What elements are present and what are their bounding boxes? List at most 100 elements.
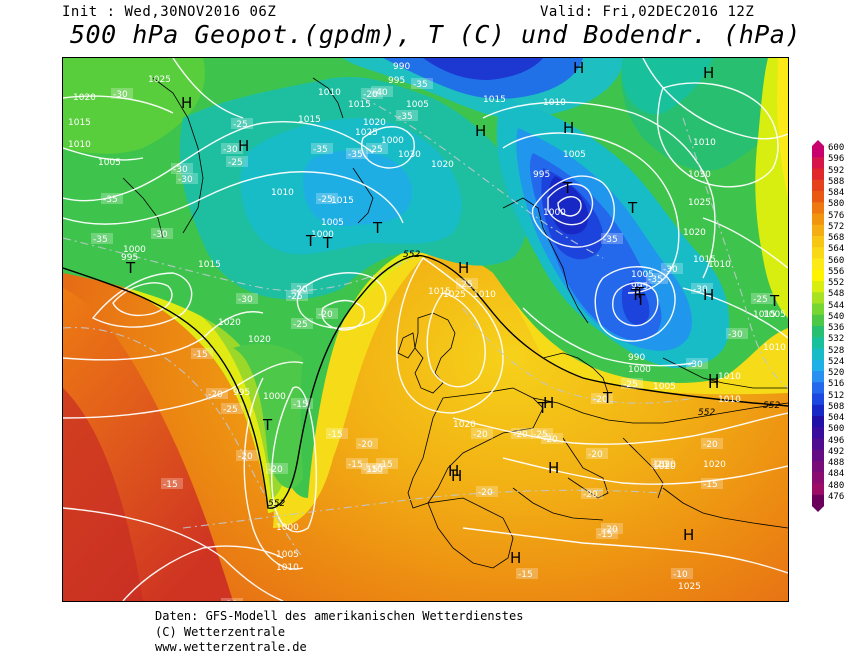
footer-copyright: (C) Wetterzentrale — [155, 625, 285, 639]
colorbar-swatch — [812, 450, 824, 462]
colorbar-swatch — [812, 416, 824, 428]
isobar-label: 1000 — [628, 365, 651, 375]
isobar-label: 1020 — [703, 460, 726, 470]
isobar-label: 1015 — [198, 260, 221, 270]
temperature-label: -35 — [103, 195, 118, 205]
temperature-label: -15 — [703, 480, 718, 490]
colorbar-label: 600 — [828, 144, 844, 153]
temperature-label: -15 — [293, 400, 308, 410]
isobar-label: 1030 — [688, 170, 711, 180]
colorbar-label: 512 — [828, 392, 844, 401]
colorbar-label: 516 — [828, 380, 844, 389]
temperature-label: -35 — [313, 145, 328, 155]
isobar-label: 1005 — [321, 218, 344, 228]
isobar-label: 990 — [628, 353, 645, 363]
temperature-label: -20 — [583, 490, 598, 500]
colorbar-label: 592 — [828, 167, 844, 176]
colorbar-label: 480 — [828, 482, 844, 491]
footer-source: Daten: GFS-Modell des amerikanischen Wet… — [155, 609, 523, 623]
temperature-label: -30 — [238, 295, 253, 305]
high-pressure-marker: H — [708, 374, 719, 392]
temperature-label: -20 — [653, 460, 668, 470]
isobar-label: 1025 — [148, 75, 171, 85]
temperature-label: -20 — [208, 390, 223, 400]
high-pressure-marker: H — [543, 394, 554, 412]
temperature-label: -30 — [223, 145, 238, 155]
colorbar-swatch — [812, 270, 824, 282]
isobar-label: 1010 — [693, 138, 716, 148]
weather-map: 1025 1020 1015 1010 1005 1000 995 1015 990 995 101… — [62, 57, 789, 602]
isobar-label: 1015 — [68, 118, 91, 128]
low-pressure-marker: T — [322, 234, 333, 252]
colorbar-label: 504 — [828, 414, 844, 423]
isobar-label: 1015 — [348, 100, 371, 110]
isobar-label: 1025 — [688, 198, 711, 208]
geopotential-label: 552 — [268, 499, 285, 509]
temperature-label: -20 — [363, 90, 378, 100]
isobar-label: 1010 — [708, 260, 731, 270]
low-pressure-marker: T — [125, 259, 136, 277]
colorbar-label: 524 — [828, 358, 844, 367]
colorbar-label: 588 — [828, 178, 844, 187]
temperature-label: -25 — [223, 405, 238, 415]
geopotential-label: 552 — [698, 408, 715, 418]
low-pressure-marker: T — [262, 416, 273, 434]
temperature-label: -20 — [588, 450, 603, 460]
temperature-label: -25 — [233, 120, 248, 130]
temperature-label: -25 — [318, 195, 333, 205]
low-pressure-marker: T — [562, 179, 573, 197]
colorbar-label: 500 — [828, 425, 844, 434]
temperature-label: -20 — [358, 440, 373, 450]
colorbar-swatch — [812, 371, 824, 383]
high-pressure-marker: H — [683, 526, 694, 544]
isobar-label: 1005 — [98, 158, 121, 168]
colorbar-label: 552 — [828, 279, 844, 288]
temperature-label: -20 — [543, 435, 558, 445]
colorbar-swatch — [812, 281, 824, 293]
colorbar-swatch — [812, 214, 824, 226]
colorbar-swatch — [812, 382, 824, 394]
colorbar-label: 584 — [828, 189, 844, 198]
temperature-label: -30 — [113, 90, 128, 100]
temperature-label: -35 — [648, 275, 663, 285]
colorbar-swatch — [812, 405, 824, 417]
isobar-label: 1000 — [263, 392, 286, 402]
isobar-label: 1005 — [653, 382, 676, 392]
temperature-label: -15 — [598, 530, 613, 540]
isobar-label: 1015 — [298, 115, 321, 125]
temperature-label: -20 — [268, 465, 283, 475]
colorbar-swatch — [812, 427, 824, 439]
geopotential-label: 552 — [403, 250, 420, 260]
high-pressure-marker: H — [475, 122, 486, 140]
isobar-label: 1000 — [276, 523, 299, 533]
isobar-label: 1010 — [763, 343, 786, 353]
isobar-label: 1015 — [483, 95, 506, 105]
isobar-label: 1010 — [68, 140, 91, 150]
temperature-label: -15 — [363, 465, 378, 475]
colorbar-swatch — [812, 461, 824, 473]
isobar-label: 1010 — [271, 188, 294, 198]
temperature-label: -15 — [163, 480, 178, 490]
colorbar-top-arrow — [812, 140, 824, 146]
colorbar-swatch — [812, 326, 824, 338]
valid-time: Valid: Fri,02DEC2016 12Z — [540, 4, 754, 20]
isobar-label: 1005 — [276, 550, 299, 560]
colorbar-swatch — [812, 259, 824, 271]
colorbar-swatch — [812, 439, 824, 451]
high-pressure-marker: H — [458, 259, 469, 277]
colorbar-label: 520 — [828, 369, 844, 378]
colorbar-label: 560 — [828, 257, 844, 266]
temperature-label: -25 — [368, 145, 383, 155]
chart-title: 500 hPa Geopot.(gpdm), T (C) und Bodendr… — [70, 20, 801, 49]
colorbar-label: 572 — [828, 223, 844, 232]
colorbar-swatch — [812, 292, 824, 304]
high-pressure-marker: H — [703, 64, 714, 82]
high-pressure-marker: H — [238, 137, 249, 155]
colorbar-label: 532 — [828, 335, 844, 344]
isobar-label: 1030 — [398, 150, 421, 160]
temperature-label: -15 — [348, 460, 363, 470]
colorbar-label: 556 — [828, 268, 844, 277]
isobar-label: 1020 — [248, 335, 271, 345]
high-pressure-marker: H — [181, 94, 192, 112]
isobar-label: 1020 — [363, 118, 386, 128]
